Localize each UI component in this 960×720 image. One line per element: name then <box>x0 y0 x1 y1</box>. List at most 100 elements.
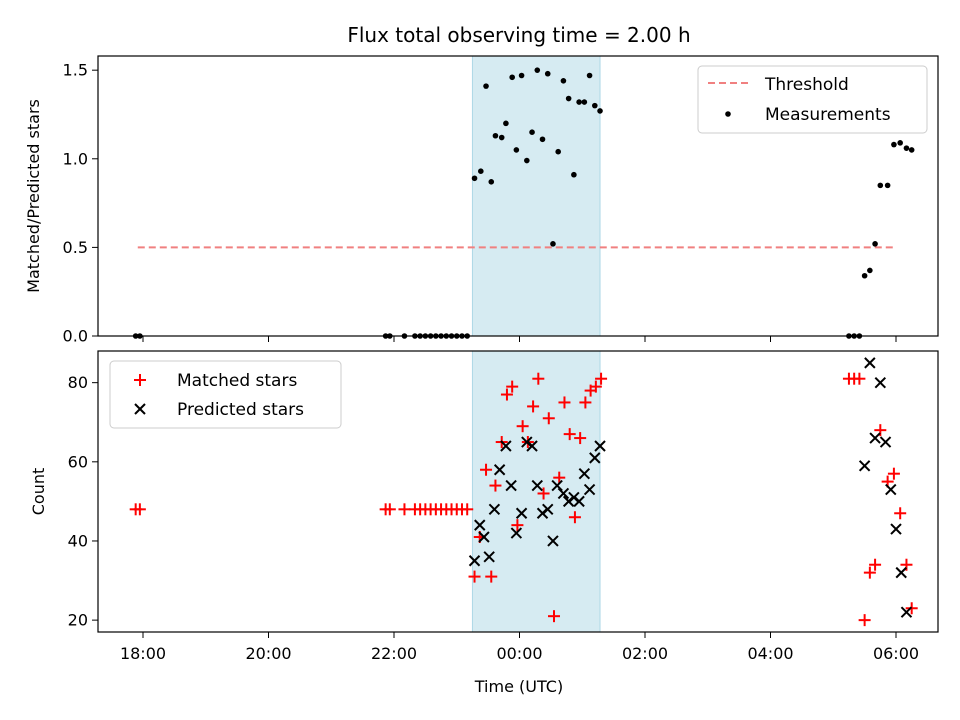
predicted-star-point <box>493 464 506 476</box>
top-plot-marks <box>132 67 915 339</box>
bottom-x-axis: 18:00 20:00 22:00 00:00 02:00 04:00 06:00 <box>120 632 919 663</box>
measurement-point <box>571 171 577 178</box>
bottom-legend-box <box>109 360 342 429</box>
x-tick-label: 04:00 <box>747 644 793 663</box>
matched-star-point <box>500 388 513 401</box>
bottom-legend: Matched stars Predicted stars <box>109 360 342 429</box>
bottom-y-tick-label: 60 <box>68 452 88 471</box>
predicted-star-point <box>874 376 887 389</box>
predicted-star-point <box>583 483 596 496</box>
bottom-y-axis: 20 40 60 80 <box>68 373 98 630</box>
bottom-y-tick-label: 20 <box>68 611 88 630</box>
legend-threshold-label: Threshold <box>764 75 849 95</box>
top-y-tick-label: 1.5 <box>63 61 88 80</box>
matched-star-point <box>869 558 882 571</box>
measurement-point <box>555 148 561 155</box>
predicted-star-point <box>505 479 517 492</box>
measurement-point <box>524 157 530 164</box>
predicted-star-point <box>510 527 523 539</box>
chart-title: Flux total observing time = 2.00 h <box>347 23 690 47</box>
measurement-point <box>560 78 567 84</box>
matched-star-point <box>558 396 571 409</box>
x-tick-label: 00:00 <box>496 644 542 663</box>
measurement-point <box>884 182 891 189</box>
measurement-point <box>586 72 593 79</box>
measurement-point <box>518 72 525 79</box>
predicted-star-point <box>500 440 512 452</box>
x-axis-label: Time (UTC) <box>474 677 563 696</box>
matched-star-point <box>887 467 900 480</box>
matched-star-point <box>133 503 146 516</box>
measurement-point <box>513 147 520 153</box>
top-x-ticks <box>142 336 897 342</box>
top-y-tick-label: 0.5 <box>63 238 88 257</box>
predicted-star-point <box>474 519 486 531</box>
predicted-star-point <box>879 436 892 448</box>
x-tick-label: 02:00 <box>622 644 668 663</box>
measurement-point <box>891 141 897 148</box>
matched-star-point <box>461 503 474 516</box>
matched-star-point <box>489 479 502 492</box>
measurement-point <box>897 140 903 146</box>
measurement-point <box>544 70 551 77</box>
predicted-star-point <box>900 606 913 618</box>
measurement-point <box>908 147 915 153</box>
matched-star-point <box>853 372 866 385</box>
measurement-point <box>867 267 873 274</box>
predicted-star-point <box>551 479 563 492</box>
measurement-point <box>592 102 598 109</box>
predicted-star-point <box>573 495 585 508</box>
measurement-point <box>597 108 603 114</box>
top-y-axis: 0.0 0.5 1.0 1.5 <box>63 61 98 346</box>
measurement-point <box>488 179 495 185</box>
matched-star-point <box>383 503 396 516</box>
top-panel: 0.0 0.5 1.0 1.5 Matched/Predicted stars Thr… <box>24 55 939 346</box>
matched-star-point <box>894 507 907 520</box>
measurement-point <box>534 67 541 73</box>
predicted-star-point <box>531 479 543 492</box>
matched-star-point <box>532 372 545 385</box>
top-shaded-interval <box>471 55 601 337</box>
matched-star-point <box>398 503 411 516</box>
measurement-point <box>872 241 878 247</box>
predicted-star-point <box>578 467 591 480</box>
measurement-point <box>581 99 588 105</box>
top-legend-box <box>697 65 928 134</box>
matched-star-point <box>553 471 566 484</box>
bottom-y-axis-label: Count <box>29 468 48 516</box>
measurement-point <box>478 168 484 174</box>
matched-star-point <box>537 487 550 500</box>
legend-predicted-marker <box>134 403 146 415</box>
predicted-star-point <box>515 507 528 519</box>
matched-star-point <box>563 428 576 441</box>
measurement-point <box>539 136 546 143</box>
matched-star-point <box>579 396 592 409</box>
legend-matched-marker <box>134 374 146 386</box>
measurement-point <box>565 95 572 102</box>
predicted-star-point <box>478 531 490 543</box>
x-tick-label: 20:00 <box>245 644 291 663</box>
bottom-plot-marks <box>129 357 918 627</box>
matched-star-point <box>595 372 608 385</box>
predicted-star-point <box>864 357 876 369</box>
predicted-star-point <box>858 460 871 472</box>
predicted-star-point <box>488 503 501 516</box>
predicted-star-point <box>526 440 538 452</box>
measurement-point <box>503 120 509 127</box>
bottom-y-tick-label: 80 <box>68 373 88 392</box>
predicted-star-point <box>589 452 601 464</box>
predicted-star-point <box>547 535 559 547</box>
top-plot-frame <box>97 55 939 337</box>
measurement-point <box>861 272 868 279</box>
bottom-panel: 20 40 60 80 18:00 20:00 22:00 00:00 02:00 04:00 0… <box>29 350 939 696</box>
legend-measurements-label: Measurements <box>765 105 891 125</box>
matched-star-point <box>516 420 529 433</box>
predicted-star-point <box>468 555 481 567</box>
measurement-point <box>529 129 535 136</box>
matched-star-point <box>574 432 587 445</box>
matched-star-point <box>480 463 493 476</box>
matched-star-point <box>568 511 581 524</box>
matched-star-point <box>589 380 602 393</box>
x-tick-label: 18:00 <box>120 644 166 663</box>
legend-matched-label: Matched stars <box>177 371 297 391</box>
